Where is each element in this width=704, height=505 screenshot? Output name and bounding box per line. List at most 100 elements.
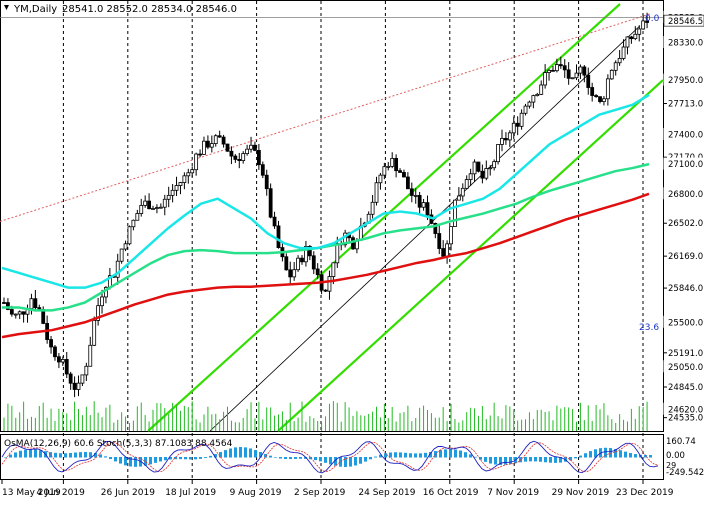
osma-bar [134, 457, 137, 467]
osma-bar [259, 451, 262, 458]
bull-candle [539, 84, 544, 95]
bull-candle [625, 36, 630, 48]
bull-candle [131, 219, 136, 228]
bear-candle [49, 339, 53, 348]
osma-bar [289, 457, 292, 460]
bear-candle [9, 309, 14, 315]
osma-bar [464, 452, 467, 458]
channel-lower-line [277, 79, 664, 432]
bear-candle [598, 96, 602, 103]
osma-bar [284, 457, 287, 459]
bear-candle [253, 144, 257, 151]
bull-candle [162, 198, 167, 208]
price-axis-label: 27100.0 [668, 160, 703, 170]
osma-bar [439, 450, 442, 458]
bull-candle [547, 69, 551, 73]
osma-bar [399, 452, 402, 458]
bear-candle [551, 69, 555, 72]
symbol-timeframe: YM,Daily [13, 4, 57, 15]
bear-candle [515, 122, 520, 127]
osma-bar [34, 449, 37, 458]
time-axis-label: 2 Sep 2019 [294, 488, 346, 498]
osma-bar [244, 447, 247, 458]
osma-bar [299, 457, 302, 459]
price-axis-box [663, 157, 704, 170]
osma-bar [419, 453, 422, 458]
time-axis-label: 16 Oct 2019 [423, 488, 479, 498]
bull-candle [292, 269, 297, 278]
osma-bar [484, 457, 487, 462]
osma-bar [189, 457, 192, 460]
osma-bar [544, 457, 547, 463]
time-axis-label: 24 Sep 2019 [358, 488, 415, 498]
osma-bar [534, 457, 537, 462]
osma-bar [214, 454, 217, 458]
osma-bar [624, 451, 627, 458]
bull-candle [621, 46, 626, 59]
osma-bar [579, 455, 582, 458]
price-axis: 28585.028330.027950.027713.027400.027170… [663, 10, 704, 424]
bull-candle [249, 144, 253, 150]
osma-bar [409, 453, 412, 458]
osma-bar [274, 457, 277, 458]
osma-bar [449, 449, 452, 458]
bull-candle [100, 296, 104, 307]
bull-candle [151, 208, 155, 210]
osma-bar [324, 457, 327, 463]
bear-candle [272, 216, 277, 227]
bull-candle [554, 64, 559, 72]
fib-level-top: 0.0 [645, 14, 660, 24]
dotted-trend-line [0, 13, 651, 222]
channel-upper-line [147, 3, 621, 432]
osma-bar [159, 457, 162, 462]
osma-bar [199, 457, 202, 459]
bull-candle [535, 93, 540, 97]
bull-candle [617, 58, 622, 64]
osma-bar [499, 457, 502, 465]
bear-candle [233, 155, 238, 160]
bear-candle [53, 346, 57, 358]
time-axis-label: 7 Nov 2019 [487, 488, 539, 498]
bear-candle [217, 135, 222, 138]
osma-bar [494, 457, 497, 465]
osma-bar [379, 454, 382, 458]
bear-candle [402, 172, 406, 178]
osma-bar [334, 457, 337, 466]
symbol-dropdown-icon[interactable] [4, 5, 9, 10]
bear-candle [590, 87, 595, 96]
osma-bar [554, 457, 557, 463]
bull-candle [17, 311, 22, 315]
bull-candle [578, 66, 583, 74]
bull-candle [119, 248, 124, 262]
osma-bar [119, 457, 122, 464]
bear-candle [21, 311, 26, 315]
price-axis-box [663, 127, 704, 140]
price-axis-label: 25500.0 [668, 318, 703, 328]
bull-candle [449, 226, 453, 245]
bear-candle [64, 359, 69, 375]
oscillator-axis-label: -249.542 [666, 468, 704, 478]
osma-bar [279, 457, 282, 459]
grid-lines [62, 1, 644, 480]
bear-candle [147, 200, 151, 210]
bull-candle [241, 153, 246, 161]
osma-bar [539, 457, 542, 462]
oscillator-axis-label: 29 [666, 461, 676, 470]
bear-candle [237, 159, 242, 161]
bear-candle [198, 153, 202, 156]
osma-bar [99, 454, 102, 458]
osma-bar [249, 448, 252, 458]
bull-candle [170, 189, 175, 196]
osma-bar [9, 454, 12, 458]
bear-candle [260, 164, 265, 176]
osma-bar [164, 457, 167, 461]
bear-candle [417, 195, 422, 208]
oscillator-axis-label: 0.00 [666, 451, 685, 461]
bull-candle [382, 166, 387, 176]
time-axis-label: 29 Nov 2019 [552, 488, 610, 498]
bear-candle [229, 150, 234, 157]
osma-bar [184, 457, 187, 460]
